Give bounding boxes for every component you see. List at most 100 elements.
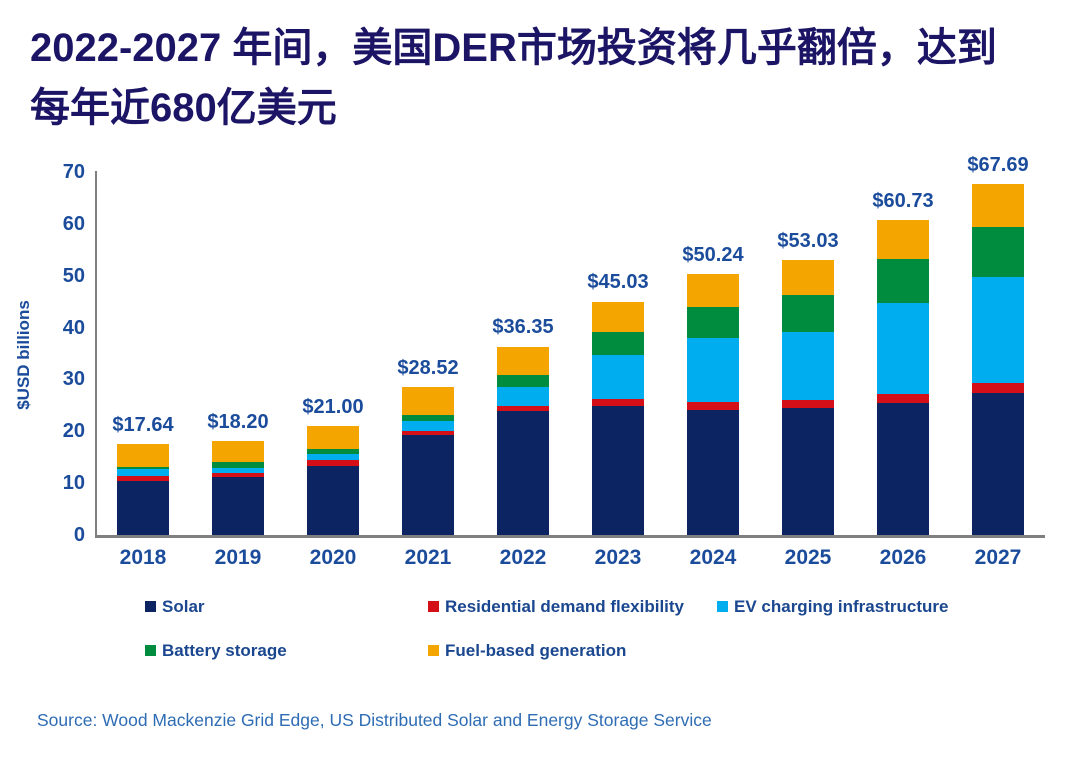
x-axis-label-2021: 2021 — [404, 546, 452, 569]
bar-segment-battery-storage-2018 — [117, 466, 169, 470]
bar-segment-ev-charging-infrastructure-2023 — [592, 355, 644, 400]
bar-segment-solar-2022 — [497, 411, 549, 535]
stacked-bar-2023 — [592, 301, 644, 535]
legend-label: Fuel-based generation — [445, 641, 627, 660]
y-tick-label-20: 20 — [62, 420, 85, 443]
x-axis-label-2020: 2020 — [309, 546, 357, 569]
bar-segment-battery-storage-2023 — [592, 331, 644, 356]
bar-segment-solar-2024 — [687, 410, 739, 535]
x-axis-label-2022: 2022 — [499, 546, 547, 569]
stacked-bar-2021 — [402, 387, 454, 535]
x-axis-label-2023: 2023 — [594, 546, 642, 569]
x-axis-label-2024: 2024 — [689, 546, 737, 569]
bar-segment-battery-storage-2024 — [687, 307, 739, 338]
bar-segment-battery-storage-2020 — [307, 448, 359, 455]
total-value-label-2019: $18.20 — [207, 410, 269, 433]
source-note: Source: Wood Mackenzie Grid Edge, US Dis… — [37, 710, 712, 730]
total-value-label-2024: $50.24 — [682, 244, 744, 267]
total-value-label-2021: $28.52 — [397, 357, 459, 380]
bar-segment-fuel-based-generation-2025 — [782, 260, 834, 295]
bar-segment-residential-demand-flexibility-2027 — [972, 382, 1024, 394]
bar-segment-fuel-based-generation-2019 — [212, 440, 264, 463]
chart-title-line1: 2022-2027 年间，美国DER市场投资将几乎翻倍，达到 — [30, 26, 997, 70]
bar-segment-solar-2023 — [592, 405, 644, 535]
bar-segment-battery-storage-2026 — [877, 259, 929, 303]
total-value-label-2025: $53.03 — [777, 230, 839, 252]
total-value-label-2018: $17.64 — [112, 413, 174, 436]
legend-label: Solar — [162, 597, 205, 616]
bar-segment-fuel-based-generation-2026 — [877, 220, 929, 260]
bar-segment-ev-charging-infrastructure-2019 — [212, 467, 264, 473]
legend-label: Residential demand flexibility — [445, 597, 685, 616]
y-axis-line — [95, 171, 97, 537]
legend-item-fuel-based-generation: Fuel-based generation — [428, 642, 717, 659]
bar-segment-battery-storage-2025 — [782, 294, 834, 332]
bar-segment-residential-demand-flexibility-2021 — [402, 430, 454, 436]
legend-item-battery-storage: Battery storage — [145, 642, 428, 659]
total-value-label-2027: $67.69 — [967, 153, 1029, 176]
stacked-bar-2018 — [117, 443, 169, 535]
bar-segment-fuel-based-generation-2023 — [592, 301, 644, 332]
bar-segment-solar-2018 — [117, 480, 169, 535]
plot-area: $USD billions 0 10 20 30 40 50 60 70 $17.64 2018 $… — [14, 154, 1047, 569]
bar-segment-fuel-based-generation-2024 — [687, 274, 739, 308]
bar-segment-solar-2021 — [402, 435, 454, 535]
fuel-based-generation-swatch-icon — [428, 645, 439, 656]
stacked-bar-2020 — [307, 426, 359, 535]
ev-charging-infrastructure-swatch-icon — [717, 601, 728, 612]
x-axis-label-2018: 2018 — [119, 546, 167, 569]
bar-segment-battery-storage-2021 — [402, 414, 454, 421]
y-tick-label-40: 40 — [62, 316, 85, 339]
x-axis-label-2027: 2027 — [974, 546, 1022, 569]
bar-segment-residential-demand-flexibility-2024 — [687, 401, 739, 411]
bar-segment-residential-demand-flexibility-2020 — [307, 459, 359, 466]
bar-segment-ev-charging-infrastructure-2020 — [307, 454, 359, 460]
bar-segment-ev-charging-infrastructure-2026 — [877, 302, 929, 394]
bar-segment-ev-charging-infrastructure-2025 — [782, 331, 834, 400]
bar-segment-solar-2025 — [782, 407, 834, 535]
battery-storage-swatch-icon — [145, 645, 156, 656]
bar-segment-fuel-based-generation-2022 — [497, 346, 549, 376]
stacked-bar-2025 — [782, 260, 834, 535]
solar-swatch-icon — [145, 601, 156, 612]
chart-legend: Solar Residential demand flexibility EV … — [145, 598, 1045, 659]
bar-segment-residential-demand-flexibility-2026 — [877, 393, 929, 403]
legend-label: Battery storage — [162, 641, 287, 660]
stacked-bar-2022 — [497, 346, 549, 535]
y-axis-title: $USD billions — [14, 299, 33, 410]
bar-segment-fuel-based-generation-2021 — [402, 387, 454, 415]
bar-segment-fuel-based-generation-2018 — [117, 443, 169, 467]
y-tick-label-60: 60 — [62, 212, 85, 235]
y-tick-label-70: 70 — [62, 161, 85, 184]
bar-segment-solar-2026 — [877, 402, 929, 535]
bar-segment-residential-demand-flexibility-2019 — [212, 472, 264, 477]
legend-item-residential-demand-flexibility: Residential demand flexibility — [428, 598, 717, 615]
stacked-bar-2024 — [687, 274, 739, 535]
bar-segment-ev-charging-infrastructure-2024 — [687, 337, 739, 402]
stacked-bar-2027 — [972, 184, 1024, 535]
y-tick-label-30: 30 — [62, 368, 85, 391]
bar-segment-ev-charging-infrastructure-2027 — [972, 277, 1024, 383]
bar-segment-solar-2020 — [307, 465, 359, 535]
bar-segment-fuel-based-generation-2027 — [972, 184, 1024, 227]
bar-segment-battery-storage-2027 — [972, 227, 1024, 278]
bar-segment-residential-demand-flexibility-2023 — [592, 399, 644, 406]
x-axis-line — [95, 535, 1045, 538]
y-tick-label-0: 0 — [73, 524, 85, 547]
bar-segment-solar-2019 — [212, 476, 264, 535]
bar-segment-solar-2027 — [972, 393, 1024, 535]
x-axis-label-2025: 2025 — [784, 546, 832, 569]
y-tick-label-50: 50 — [62, 264, 85, 287]
legend-item-solar: Solar — [145, 598, 428, 615]
legend-label: EV charging infrastructure — [734, 597, 949, 616]
total-value-label-2023: $45.03 — [587, 271, 649, 294]
stacked-bar-2026 — [877, 220, 929, 535]
x-axis-label-2026: 2026 — [879, 546, 927, 569]
bar-segment-battery-storage-2022 — [497, 375, 549, 387]
residential-demand-flexibility-swatch-icon — [428, 601, 439, 612]
legend-item-ev-charging-infrastructure: EV charging infrastructure — [717, 598, 1045, 615]
bar-segment-residential-demand-flexibility-2022 — [497, 405, 549, 412]
bar-segment-ev-charging-infrastructure-2021 — [402, 420, 454, 431]
bar-segment-residential-demand-flexibility-2018 — [117, 475, 169, 481]
total-value-label-2026: $60.73 — [872, 190, 934, 213]
